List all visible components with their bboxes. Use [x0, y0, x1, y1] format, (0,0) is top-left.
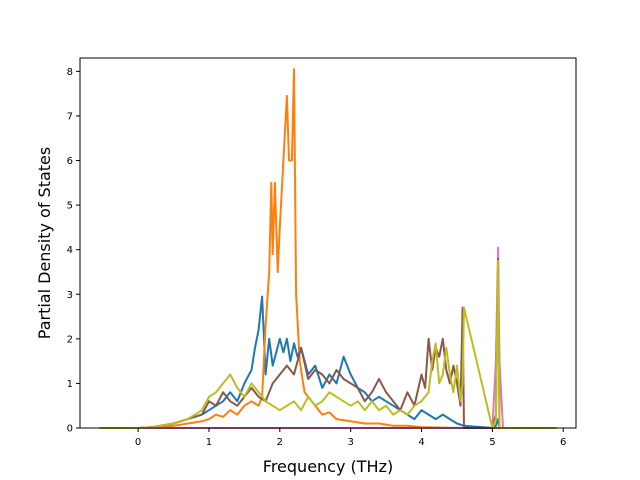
x-tick-label: 0	[135, 437, 141, 448]
series-line-2	[99, 246, 557, 429]
x-tick-label: 1	[206, 437, 212, 448]
x-axis: 0 1 2 3 4 5 6	[135, 428, 566, 448]
y-tick-label: 0	[67, 424, 73, 435]
x-tick-label: 6	[560, 437, 566, 448]
y-axis-label: Partial Density of States	[35, 147, 54, 339]
y-tick-label: 5	[67, 201, 73, 212]
y-tick-label: 3	[67, 290, 73, 301]
x-tick-label: 2	[277, 437, 283, 448]
y-tick-label: 8	[67, 67, 73, 78]
series-line-1	[99, 68, 557, 429]
y-tick-label: 2	[67, 334, 73, 345]
plot-area	[99, 68, 557, 429]
x-axis-label: Frequency (THz)	[263, 457, 393, 476]
y-tick-label: 7	[67, 111, 73, 122]
y-tick-label: 6	[67, 156, 73, 167]
x-tick-label: 3	[347, 437, 353, 448]
y-axis: 0 1 2 3 4 5 6 7 8	[67, 67, 80, 435]
series-line-3	[99, 257, 557, 429]
x-tick-label: 5	[489, 437, 495, 448]
series-line-0	[99, 295, 557, 429]
y-tick-label: 1	[67, 379, 73, 390]
series-line-4	[99, 259, 557, 429]
axes-frame	[79, 57, 577, 429]
y-tick-label: 4	[67, 245, 73, 256]
x-tick-label: 4	[418, 437, 424, 448]
